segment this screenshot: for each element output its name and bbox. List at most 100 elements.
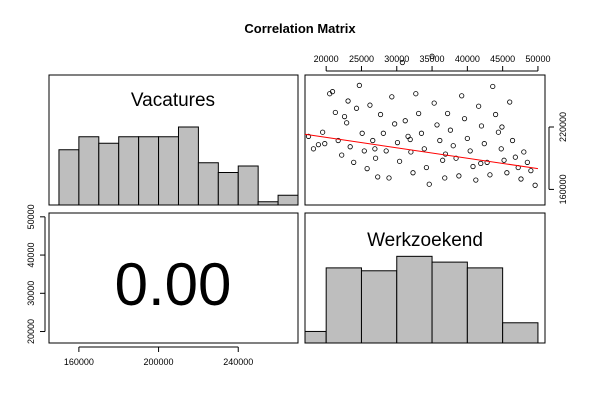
- scatter-point: [507, 99, 513, 105]
- vacatures-hist-bar: [138, 136, 160, 206]
- scatter-point: [473, 177, 479, 183]
- scatter-point: [492, 111, 499, 118]
- scatter-point: [320, 129, 326, 135]
- werkzoekend-hist-bar: [360, 270, 398, 344]
- scatter-point: [416, 110, 422, 117]
- scatter-point: [310, 146, 317, 152]
- scatter-point: [453, 155, 459, 161]
- vacatures-hist-bar: [277, 194, 299, 206]
- scatter-point: [490, 83, 496, 90]
- scatter-point: [383, 148, 389, 154]
- scatter-point: [450, 143, 456, 149]
- scatter-point: [335, 137, 341, 144]
- scatter-point: [470, 163, 476, 170]
- scatter-point: [495, 129, 502, 135]
- axes: 160000 200000 240000 20000 30000 40000 50000 20…: [26, 54, 568, 367]
- scatter-point: [444, 110, 451, 117]
- scatter-point: [375, 174, 381, 180]
- scatter-point: [386, 175, 392, 181]
- vacatures-hist-bar: [197, 162, 219, 206]
- scatter-point: [521, 149, 527, 155]
- scatter-point: [518, 176, 524, 182]
- vacatures-hist-bar: [177, 126, 199, 206]
- scatter-point: [351, 159, 357, 165]
- scatter-point: [447, 127, 454, 133]
- vacatures-hist-bar: [58, 149, 80, 206]
- scatter-point: [344, 120, 350, 126]
- scatter-point: [456, 173, 462, 179]
- left-axis-tick-label: 20000: [26, 319, 36, 344]
- bottom-axis-tick-label: 200000: [144, 357, 174, 367]
- left-axis-tick-label: 30000: [26, 281, 36, 306]
- scatter-point: [410, 170, 416, 176]
- scatter-point: [322, 141, 328, 147]
- scatter-point: [484, 159, 490, 165]
- chart-title: Correlation Matrix: [244, 21, 356, 36]
- scatter-point: [396, 158, 403, 164]
- scatter-point: [359, 130, 365, 136]
- vacatures-hist-bar: [217, 172, 239, 206]
- bottom-axis-tick-label: 160000: [64, 357, 94, 367]
- scatter-point: [437, 137, 443, 144]
- werkzoekend-hist-bar: [396, 255, 433, 344]
- scatter-point: [429, 53, 435, 59]
- scatter-point: [405, 133, 411, 139]
- scatter-point: [356, 82, 362, 89]
- scatter-point: [353, 105, 360, 111]
- scatter-point: [372, 146, 378, 152]
- scatter-point: [399, 59, 406, 66]
- werkzoekend-histogram-bars: [304, 255, 539, 344]
- scatter-point: [421, 146, 427, 152]
- scatter-point: [459, 93, 465, 99]
- scatter-point: [341, 114, 348, 120]
- scatter-point: [431, 100, 437, 106]
- werkzoekend-hist-bar: [502, 322, 539, 344]
- top-axis-tick-label: 45000: [490, 54, 515, 64]
- scatter-point: [392, 121, 398, 127]
- panel-correlation-value: [48, 212, 299, 344]
- scatter-point: [402, 118, 408, 124]
- panel-scatterplot: [304, 74, 546, 206]
- scatter-point: [499, 124, 505, 130]
- vacatures-histogram-bars: [58, 126, 299, 206]
- scatter-point: [347, 144, 353, 150]
- scatter-point: [478, 160, 484, 166]
- scatter-point: [345, 98, 351, 104]
- scatter-point: [329, 89, 336, 95]
- scatter-point: [442, 175, 448, 181]
- scatter-point: [377, 111, 384, 118]
- bottom-axis-tick-label: 240000: [223, 357, 253, 367]
- scatter-point: [440, 157, 446, 163]
- scatter-point: [394, 140, 401, 146]
- scatter-point: [332, 109, 338, 116]
- werkzoekend-hist-bar: [466, 267, 504, 344]
- scatter-point: [361, 148, 367, 154]
- scatter-point: [532, 182, 538, 188]
- regression-line: [304, 133, 539, 170]
- top-axis-tick-label: 30000: [384, 54, 409, 64]
- correlation-value: 0.00: [115, 251, 232, 318]
- scatter-point: [512, 154, 518, 160]
- scatter-point: [498, 146, 504, 152]
- scatter-point: [407, 136, 413, 143]
- werkzoekend-hist-bar: [304, 330, 327, 344]
- scatter-point: [467, 148, 473, 154]
- scatter-point: [434, 122, 440, 128]
- scatter-point: [418, 130, 425, 136]
- left-axis-tick-label: 50000: [26, 204, 36, 229]
- scatter-point: [442, 151, 449, 157]
- scatter-point: [389, 94, 395, 100]
- scatter-point: [528, 168, 534, 174]
- scatter-point: [315, 142, 322, 148]
- vacatures-hist-bar: [257, 201, 279, 206]
- vacatures-hist-bar: [237, 165, 259, 206]
- right-axis-tick-label: 220000: [558, 112, 568, 142]
- scatter-points: [304, 53, 539, 188]
- scatter-point: [481, 141, 487, 147]
- scatter-point: [504, 170, 510, 176]
- scatter-point: [413, 91, 419, 97]
- top-axis-tick-label: 50000: [525, 54, 550, 64]
- scatter-point: [372, 155, 379, 161]
- scatter-point: [364, 166, 370, 172]
- scatter-point: [423, 164, 430, 171]
